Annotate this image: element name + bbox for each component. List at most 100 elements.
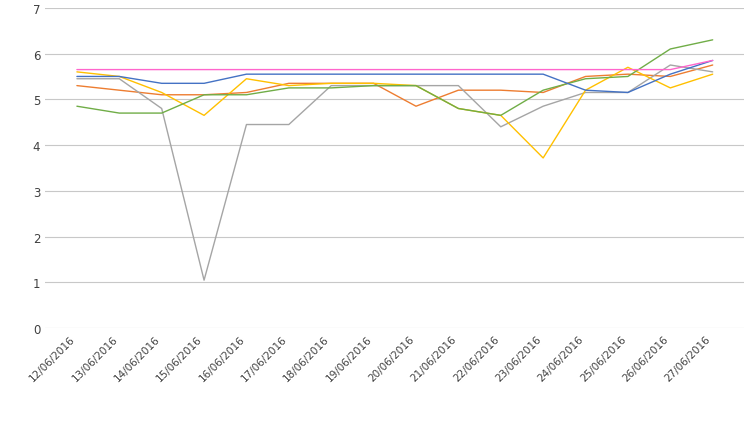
Theresa May xyxy=(242,93,251,98)
Boris Johnson xyxy=(496,88,505,94)
Theresa May xyxy=(623,74,632,80)
Boris Johnson xyxy=(242,91,251,96)
Michael Gove xyxy=(115,74,124,80)
Line: Theresa May: Theresa May xyxy=(77,41,713,116)
George Osborne xyxy=(115,77,124,82)
Michael Gove xyxy=(623,66,632,71)
Stephen Crabb xyxy=(411,68,420,73)
Jeremy Hunt xyxy=(157,81,166,87)
George Osborne xyxy=(411,84,420,89)
George Osborne xyxy=(157,106,166,112)
Michael Gove xyxy=(411,84,420,89)
Michael Gove xyxy=(157,91,166,96)
Theresa May xyxy=(157,111,166,117)
Stephen Crabb xyxy=(284,68,293,73)
Stephen Crabb xyxy=(199,68,208,73)
George Osborne xyxy=(538,104,547,110)
George Osborne xyxy=(454,84,463,89)
George Osborne xyxy=(284,123,293,128)
Theresa May xyxy=(708,38,717,43)
Jeremy Hunt xyxy=(708,59,717,64)
Michael Gove xyxy=(242,77,251,82)
Boris Johnson xyxy=(199,93,208,98)
Boris Johnson xyxy=(411,104,420,110)
Boris Johnson xyxy=(284,81,293,87)
Line: Michael Gove: Michael Gove xyxy=(77,68,713,159)
Stephen Crabb xyxy=(369,68,378,73)
Line: Boris Johnson: Boris Johnson xyxy=(77,66,713,107)
Jeremy Hunt xyxy=(326,72,335,78)
Legend: Boris Johnson, George Osborne, Michael Gove, Theresa May, Jeremy Hunt, Stephen C: Boris Johnson, George Osborne, Michael G… xyxy=(83,436,706,438)
Jeremy Hunt xyxy=(242,72,251,78)
Theresa May xyxy=(326,86,335,92)
Boris Johnson xyxy=(666,74,675,80)
George Osborne xyxy=(326,84,335,89)
Michael Gove xyxy=(666,86,675,92)
Stephen Crabb xyxy=(666,68,675,73)
Stephen Crabb xyxy=(623,68,632,73)
Boris Johnson xyxy=(369,81,378,87)
George Osborne xyxy=(623,91,632,96)
Jeremy Hunt xyxy=(538,72,547,78)
Jeremy Hunt xyxy=(454,72,463,78)
Boris Johnson xyxy=(115,88,124,94)
Theresa May xyxy=(411,84,420,89)
Michael Gove xyxy=(454,106,463,112)
George Osborne xyxy=(496,125,505,130)
Michael Gove xyxy=(496,113,505,119)
Boris Johnson xyxy=(157,93,166,98)
Boris Johnson xyxy=(538,91,547,96)
George Osborne xyxy=(666,63,675,68)
Theresa May xyxy=(72,104,81,110)
George Osborne xyxy=(72,77,81,82)
Stephen Crabb xyxy=(115,68,124,73)
Jeremy Hunt xyxy=(496,72,505,78)
Boris Johnson xyxy=(623,72,632,78)
Jeremy Hunt xyxy=(72,74,81,80)
Jeremy Hunt xyxy=(115,74,124,80)
Michael Gove xyxy=(326,81,335,87)
Stephen Crabb xyxy=(538,68,547,73)
Jeremy Hunt xyxy=(623,91,632,96)
Michael Gove xyxy=(199,113,208,119)
Theresa May xyxy=(581,77,590,82)
Stephen Crabb xyxy=(454,68,463,73)
Stephen Crabb xyxy=(708,59,717,64)
Stephen Crabb xyxy=(242,68,251,73)
Theresa May xyxy=(454,106,463,112)
Boris Johnson xyxy=(581,74,590,80)
Stephen Crabb xyxy=(157,68,166,73)
Michael Gove xyxy=(369,81,378,87)
Line: George Osborne: George Osborne xyxy=(77,66,713,281)
Line: Stephen Crabb: Stephen Crabb xyxy=(77,61,713,71)
Theresa May xyxy=(284,86,293,92)
Michael Gove xyxy=(284,84,293,89)
Michael Gove xyxy=(538,156,547,161)
Theresa May xyxy=(666,47,675,53)
George Osborne xyxy=(369,84,378,89)
Stephen Crabb xyxy=(72,68,81,73)
Jeremy Hunt xyxy=(581,88,590,94)
Stephen Crabb xyxy=(496,68,505,73)
Jeremy Hunt xyxy=(369,72,378,78)
Theresa May xyxy=(199,93,208,98)
Michael Gove xyxy=(72,70,81,75)
Boris Johnson xyxy=(708,63,717,68)
Boris Johnson xyxy=(454,88,463,94)
Theresa May xyxy=(369,84,378,89)
George Osborne xyxy=(242,123,251,128)
Jeremy Hunt xyxy=(666,72,675,78)
Jeremy Hunt xyxy=(199,81,208,87)
Theresa May xyxy=(115,111,124,117)
Stephen Crabb xyxy=(581,68,590,73)
Jeremy Hunt xyxy=(284,72,293,78)
Michael Gove xyxy=(581,88,590,94)
Theresa May xyxy=(496,113,505,119)
George Osborne xyxy=(199,278,208,283)
Jeremy Hunt xyxy=(411,72,420,78)
Boris Johnson xyxy=(326,81,335,87)
Theresa May xyxy=(538,88,547,94)
George Osborne xyxy=(708,70,717,75)
Line: Jeremy Hunt: Jeremy Hunt xyxy=(77,61,713,93)
Boris Johnson xyxy=(72,84,81,89)
